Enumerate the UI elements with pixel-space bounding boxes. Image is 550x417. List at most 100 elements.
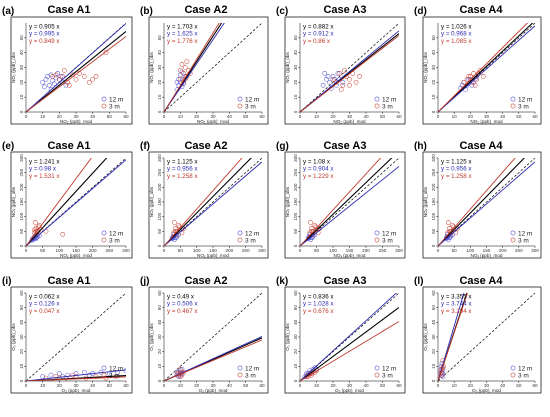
x-tick-label: 0 bbox=[299, 383, 302, 388]
legend-label: 12 m bbox=[382, 230, 396, 237]
point-3m bbox=[81, 74, 87, 79]
point-3m bbox=[347, 82, 352, 88]
legend-label: 12 m bbox=[518, 365, 532, 372]
x-axis-label: O₃ (ppb)_mod bbox=[335, 388, 364, 393]
point-3m bbox=[450, 223, 455, 228]
x-tick-label: 60 bbox=[532, 114, 538, 119]
fit-line-red bbox=[300, 35, 399, 112]
y-tick-label: 20 bbox=[431, 79, 436, 85]
fit-equation: y = 0.676 x bbox=[303, 308, 334, 315]
fit-line-red bbox=[26, 376, 126, 381]
x-tick-label: 10 bbox=[452, 383, 458, 388]
legend-marker bbox=[101, 96, 107, 102]
point-12m bbox=[469, 82, 475, 88]
y-tick-label: 250 bbox=[157, 168, 162, 176]
point-3m bbox=[173, 226, 178, 231]
scatter-panel: (a) 0 10 20 30 40 50 60 0 10 20 30 40 50 NO₂ (ppb)_mod… bbox=[2, 6, 133, 125]
x-tick-label: 20 bbox=[57, 114, 63, 119]
x-tick-label: 250 bbox=[515, 248, 523, 253]
point-3m bbox=[338, 87, 344, 93]
y-tick-label: 0 bbox=[157, 244, 162, 247]
y-tick-label: 250 bbox=[19, 168, 24, 176]
legend-marker bbox=[510, 103, 516, 109]
point-3m bbox=[330, 76, 336, 82]
x-tick-label: 50 bbox=[452, 248, 458, 253]
scatter-panel: (g) 0 50 100 150 200 250 300 0 50 100 150 200 250 300 N… bbox=[276, 141, 406, 259]
fit-line-black bbox=[300, 158, 393, 246]
y-tick-label: 150 bbox=[431, 198, 436, 206]
y-axis-label: NOₓ (ppb)_obs bbox=[285, 186, 290, 217]
x-tick-label: 30 bbox=[484, 114, 490, 119]
point-3m bbox=[182, 65, 188, 70]
x-tick-label: 0 bbox=[25, 114, 28, 119]
legend-label: 3 m bbox=[518, 372, 529, 379]
legend-marker bbox=[374, 237, 380, 243]
one-to-one-line bbox=[164, 293, 262, 381]
point-3m bbox=[353, 79, 359, 85]
y-tick-label: 50 bbox=[293, 35, 298, 41]
y-tick-label: 30 bbox=[293, 334, 298, 340]
fit-line-blue bbox=[300, 166, 399, 246]
point-12m bbox=[115, 369, 121, 375]
plot-frame bbox=[148, 286, 269, 394]
y-axis-label: O₃ (ppb)_obs bbox=[11, 323, 16, 351]
plot-area bbox=[164, 23, 262, 112]
legend-label: 12 m bbox=[109, 230, 123, 237]
x-tick-label: 0 bbox=[299, 248, 302, 253]
x-tick-label: 50 bbox=[107, 383, 113, 388]
point-3m bbox=[466, 74, 472, 79]
point-3m bbox=[177, 366, 183, 372]
y-tick-label: 50 bbox=[293, 305, 298, 311]
point-12m bbox=[48, 72, 54, 78]
point-12m bbox=[43, 76, 49, 82]
fit-equation: y = 0.49 x bbox=[167, 294, 195, 301]
fit-line-red bbox=[300, 321, 399, 381]
x-tick-label: 60 bbox=[259, 114, 265, 119]
y-tick-label: 100 bbox=[293, 212, 298, 220]
x-tick-label: 100 bbox=[55, 248, 63, 253]
scatter-panel: (b) 0 10 20 30 40 50 60 0 10 20 30 40 50 NO₂ (ppb)_mod… bbox=[140, 6, 269, 125]
point-3m bbox=[70, 372, 76, 378]
point-12m bbox=[322, 71, 328, 76]
fit-equation: y = 0.98 x bbox=[29, 166, 57, 173]
point-3m bbox=[32, 227, 38, 233]
fit-equation: y = 0.126 x bbox=[29, 301, 60, 308]
point-3m bbox=[60, 74, 66, 79]
point-3m bbox=[60, 231, 66, 237]
fit-line-blue bbox=[300, 30, 399, 112]
y-tick-label: 10 bbox=[431, 363, 436, 369]
legend-marker bbox=[101, 237, 107, 243]
case-title: Case A1 bbox=[47, 140, 90, 152]
legend-marker bbox=[237, 372, 243, 378]
point-12m bbox=[307, 368, 313, 374]
scatter-panel: (k) 0 10 20 30 40 50 60 0 10 20 30 40 50 60 O₃ (ppb)_mo… bbox=[276, 276, 406, 394]
x-tick-label: 40 bbox=[363, 383, 369, 388]
point-12m bbox=[55, 71, 61, 76]
legend-marker bbox=[510, 365, 516, 371]
case-title: Case A2 bbox=[184, 4, 227, 16]
point-3m bbox=[90, 76, 96, 82]
fit-line-red bbox=[164, 158, 243, 246]
point-3m bbox=[53, 72, 59, 78]
panel-label: (k) bbox=[276, 276, 288, 287]
legend-marker bbox=[101, 103, 107, 109]
y-tick-label: 20 bbox=[157, 349, 162, 355]
x-tick-label: 30 bbox=[347, 114, 353, 119]
point-12m bbox=[45, 74, 51, 79]
point-3m bbox=[309, 226, 314, 231]
x-tick-label: 30 bbox=[347, 383, 353, 388]
fit-line-black bbox=[164, 23, 223, 112]
point-3m bbox=[177, 68, 183, 73]
y-tick-label: 50 bbox=[157, 35, 162, 41]
x-tick-label: 0 bbox=[25, 248, 28, 253]
x-tick-label: 50 bbox=[516, 114, 522, 119]
y-tick-label: 40 bbox=[19, 319, 24, 325]
point-3m bbox=[32, 220, 38, 225]
x-tick-label: 60 bbox=[259, 383, 265, 388]
point-3m bbox=[73, 76, 79, 82]
fit-line-black bbox=[438, 23, 534, 112]
panel-label: (f) bbox=[140, 141, 150, 152]
plot-frame bbox=[422, 286, 542, 394]
point-3m bbox=[93, 74, 99, 79]
point-3m bbox=[342, 68, 347, 73]
